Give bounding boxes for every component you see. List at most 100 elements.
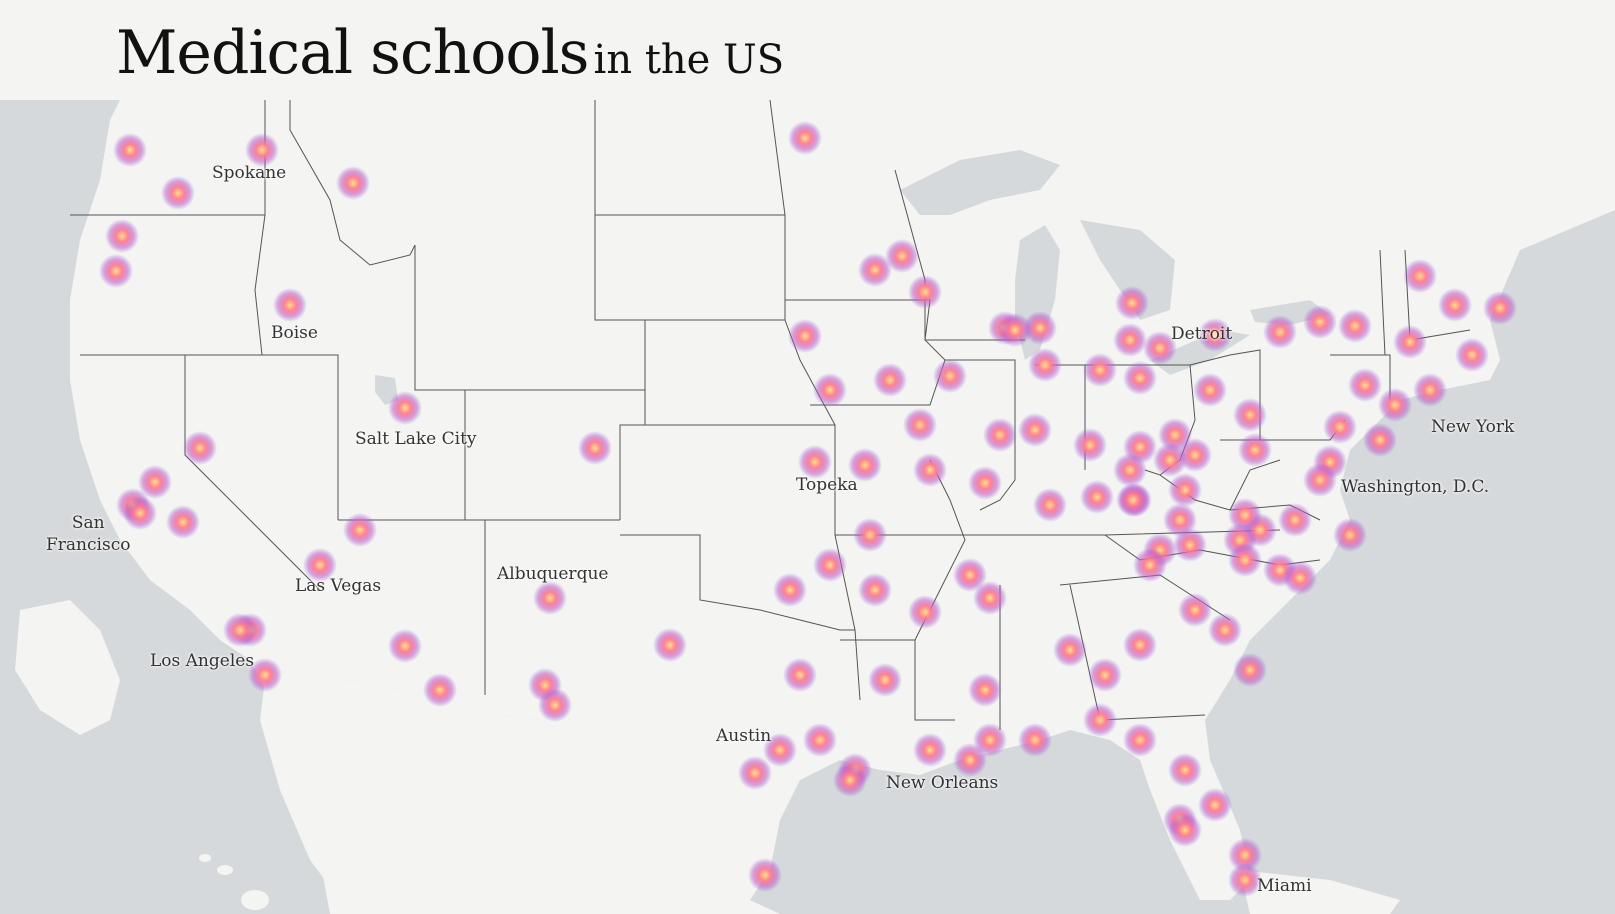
heat-spot [1123,723,1157,757]
lake-superior [900,150,1060,215]
heat-spot [1018,723,1052,757]
heat-spot [1168,753,1202,787]
heat-spot [1123,361,1157,395]
heat-spot [99,254,133,288]
heat-spot [1115,286,1149,320]
heat-spot [113,133,147,167]
heat-spot [1073,428,1107,462]
heat-spot [1438,288,1472,322]
heat-spot [858,573,892,607]
heat-spot [848,448,882,482]
city-label-austin: Austin [716,726,772,746]
heat-spot [1283,561,1317,595]
heat-spot [1303,305,1337,339]
city-label-san-francisco: San Francisco [46,512,130,556]
city-label-line: San [71,513,105,533]
baja-peninsula [260,680,360,900]
title-sub: in the US [593,37,785,83]
heat-spot [1116,483,1150,517]
heat-spot [998,313,1032,347]
heat-spot [273,288,307,322]
heat-spot [1228,838,1262,872]
heat-spot [1228,543,1262,577]
heat-spot [903,408,937,442]
heat-spot [653,628,687,662]
caribbean-island [1240,870,1400,914]
city-label-boise: Boise [271,323,318,343]
mexico-landmass [250,660,780,914]
heat-spot [913,733,947,767]
heat-spot [1238,433,1272,467]
heat-spot [1363,423,1397,457]
heat-spot [1133,548,1167,582]
heat-spot [1080,480,1114,514]
heat-spot [1088,658,1122,692]
heat-spot [1173,528,1207,562]
heat-spot [813,548,847,582]
city-label-washington-dc: Washington, D.C. [1341,477,1490,497]
heat-spot [105,219,139,253]
heat-spot [303,548,337,582]
heat-spot [1178,593,1212,627]
heat-spot [1333,518,1367,552]
heat-spot [1083,353,1117,387]
heat-spot [868,663,902,697]
city-label-topeka: Topeka [796,475,858,495]
contiguous-us [70,100,1500,900]
heat-spot [748,858,782,892]
city-label-albuquerque: Albuquerque [497,564,609,584]
hawaii-island-3 [199,854,211,862]
heat-spot [1403,259,1437,293]
heat-spot [1033,488,1067,522]
heat-spot [738,756,772,790]
heat-spot [1413,373,1447,407]
heat-spot [983,418,1017,452]
page-title: Medical schools in the US [116,18,784,88]
heat-spot [913,453,947,487]
heat-spot [1303,463,1337,497]
heat-spot [1278,503,1312,537]
heat-spot [1228,863,1262,897]
heat-spot [1233,398,1267,432]
heat-spot [953,743,987,777]
city-label-line: Francisco [46,535,131,555]
heat-spot [853,518,887,552]
city-label-new-york: New York [1431,417,1515,437]
heat-spot [773,573,807,607]
heat-spot [166,505,200,539]
heat-spot [223,613,257,647]
heat-spot [908,595,942,629]
heat-spot [183,431,217,465]
heat-spot [1193,373,1227,407]
heat-spot [343,513,377,547]
heat-spot [538,688,572,722]
heat-spot [933,359,967,393]
heat-spot [1198,788,1232,822]
heat-spot [1348,368,1382,402]
heat-spot [1263,315,1297,349]
heat-spot [248,658,282,692]
city-label-detroit: Detroit [1171,324,1233,344]
heat-spot [533,581,567,615]
heat-spot [1233,653,1267,687]
hawaii-island-2 [217,865,233,875]
heat-spot [803,723,837,757]
heat-spot [873,363,907,397]
heat-spot [1378,388,1412,422]
heat-spot [1208,613,1242,647]
heat-spot [1153,443,1187,477]
heat-spot [1018,413,1052,447]
heat-spot [1083,703,1117,737]
heat-spot [1113,453,1147,487]
city-label-salt-lake-city: Salt Lake City [355,429,477,449]
heat-spot [1023,311,1057,345]
heat-spot [763,733,797,767]
heat-spot [908,275,942,309]
heat-spot [953,558,987,592]
title-panel [0,0,820,100]
city-label-las-vegas: Las Vegas [295,576,382,596]
heat-spot [788,121,822,155]
heat-spot [1143,331,1177,365]
heat-spot [833,763,867,797]
